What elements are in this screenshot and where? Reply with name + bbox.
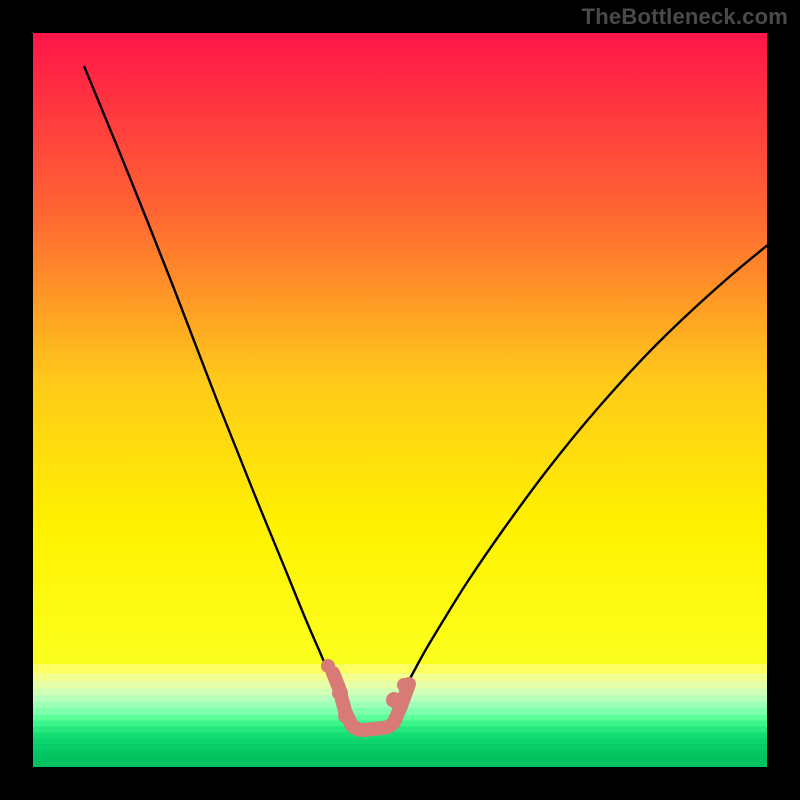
highlight-marker-dot <box>321 659 335 673</box>
highlight-marker-dot <box>332 685 348 701</box>
highlight-marker-dot <box>397 678 411 692</box>
curve-right-branch <box>406 219 800 686</box>
chart-svg-layer <box>33 33 767 767</box>
watermark-text: TheBottleneck.com <box>582 4 788 30</box>
curve-left-branch <box>84 66 335 686</box>
highlight-marker-dot <box>338 709 352 723</box>
chart-plot-area <box>33 33 767 767</box>
highlight-marker-dot <box>386 692 402 708</box>
